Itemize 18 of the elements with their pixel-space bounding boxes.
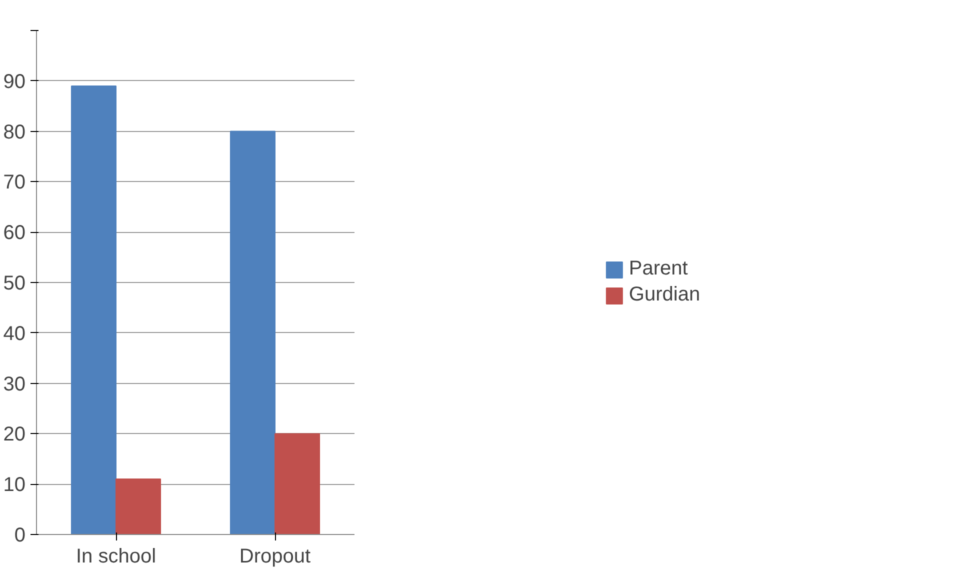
x-tick-label: In school xyxy=(76,546,156,568)
y-tick-label: 70 xyxy=(3,172,26,194)
y-tick-label: 80 xyxy=(3,121,26,144)
y-tick-label: 0 xyxy=(14,524,26,546)
y-tick-label: 90 xyxy=(3,70,26,93)
y-tick-label: 10 xyxy=(3,474,26,496)
bar xyxy=(116,478,162,534)
bar xyxy=(230,130,276,534)
x-tick-label: Dropout xyxy=(239,546,312,568)
legend-label: Parent xyxy=(628,258,688,280)
y-tick-label: 40 xyxy=(3,322,26,345)
y-tick-label: 60 xyxy=(3,222,26,244)
bar xyxy=(70,85,116,534)
legend-label: Gurdian xyxy=(628,284,700,306)
y-tick-label: 50 xyxy=(3,272,26,294)
bar xyxy=(274,433,320,534)
y-tick-label: 20 xyxy=(3,424,26,446)
y-tick-label: 30 xyxy=(3,373,26,396)
